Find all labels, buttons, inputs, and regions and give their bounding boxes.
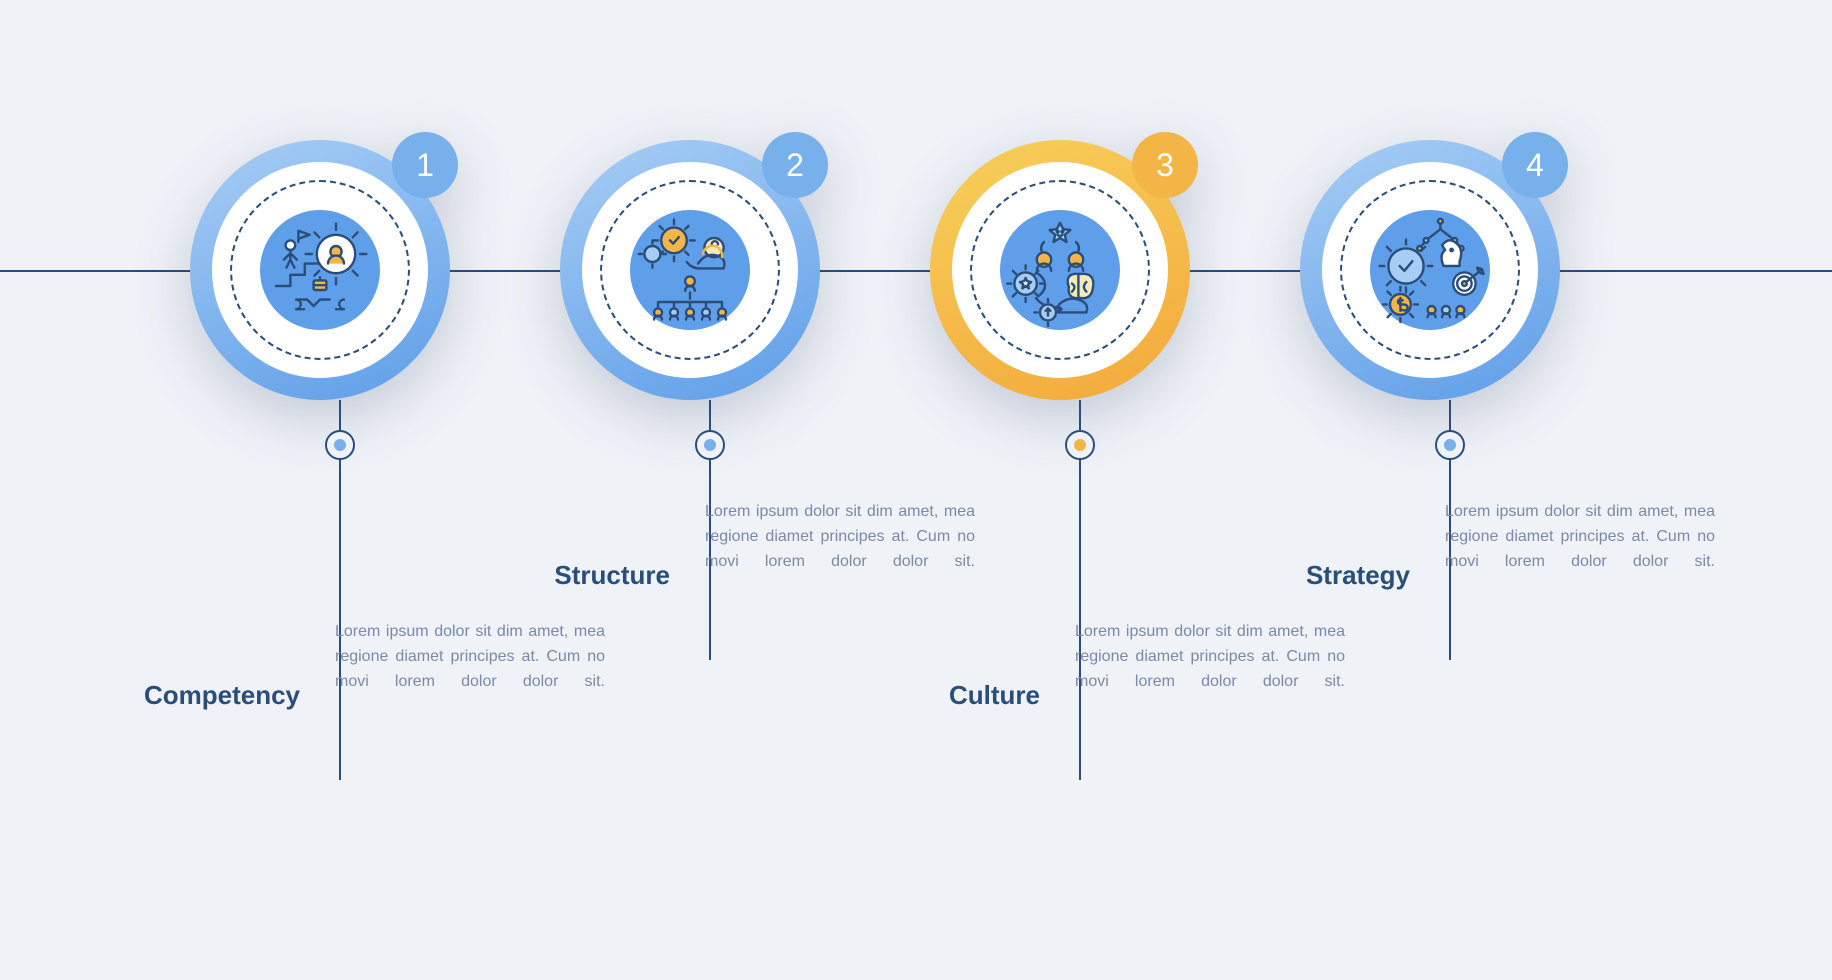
infographic-stage: 1 Competency Lorem ipsum dolor sit dim a… (0, 0, 1832, 980)
icon-core (260, 210, 380, 330)
icon-core (1370, 210, 1490, 330)
step-number: 3 (1156, 147, 1174, 184)
connector-dot (325, 430, 355, 460)
step-description: Lorem ipsum dolor sit dim amet, mea regi… (1445, 500, 1715, 574)
infographic-step: 2 Structure Lorem ipsum dolor sit dim am… (560, 140, 860, 400)
step-description: Lorem ipsum dolor sit dim amet, mea regi… (335, 620, 605, 694)
culture-icon (1000, 195, 1120, 345)
connector-dot (1065, 430, 1095, 460)
infographic-step: 3 Culture Lorem ipsum dolor sit dim amet… (930, 140, 1230, 400)
icon-core (630, 210, 750, 330)
step-number-badge: 3 (1132, 132, 1198, 198)
step-number-badge: 1 (392, 132, 458, 198)
step-ring: 1 (190, 140, 450, 400)
competency-icon (260, 195, 380, 345)
step-number-badge: 2 (762, 132, 828, 198)
step-description: Lorem ipsum dolor sit dim amet, mea regi… (1075, 620, 1345, 694)
step-number: 4 (1526, 147, 1544, 184)
step-title: Strategy (1190, 560, 1410, 591)
step-title: Competency (80, 680, 300, 711)
strategy-icon (1370, 195, 1490, 345)
connector-dot (695, 430, 725, 460)
infographic-step: 1 Competency Lorem ipsum dolor sit dim a… (190, 140, 490, 400)
structure-icon (630, 195, 750, 345)
step-description: Lorem ipsum dolor sit dim amet, mea regi… (705, 500, 975, 574)
icon-core (1000, 210, 1120, 330)
step-title: Structure (450, 560, 670, 591)
connector-dot (1435, 430, 1465, 460)
step-number-badge: 4 (1502, 132, 1568, 198)
step-number: 1 (416, 147, 434, 184)
step-ring: 4 (1300, 140, 1560, 400)
infographic-step: 4 Strategy Lorem ipsum dolor sit dim ame… (1300, 140, 1600, 400)
step-number: 2 (786, 147, 804, 184)
step-title: Culture (820, 680, 1040, 711)
step-ring: 2 (560, 140, 820, 400)
step-ring: 3 (930, 140, 1190, 400)
